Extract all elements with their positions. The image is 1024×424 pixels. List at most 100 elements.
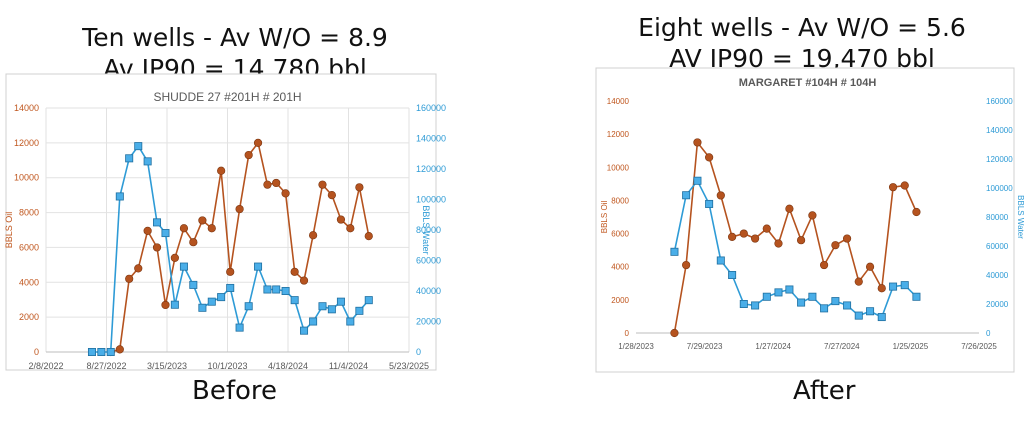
oil-point [134,264,143,273]
oil-point [207,224,216,233]
water-point [263,285,272,294]
water-point [670,247,679,256]
water-point [336,297,345,306]
oil-point [217,166,226,175]
oil-point [682,260,691,270]
water-point [244,302,253,311]
y-tick-label: 4000 [19,277,39,287]
water-point [235,323,244,332]
y-tick-label: 2000 [19,312,39,322]
x-tick-label: 2/8/2022 [28,361,63,371]
oil-point [796,236,806,245]
water-point [693,176,702,185]
oil-point [865,262,875,271]
water-point [153,218,162,227]
oil-point [751,234,760,243]
left-heading: Ten wells - Av W/O = 8.9 Av IP90 = 14,78… [75,22,395,84]
y-tick-label: 0 [625,329,630,338]
oil-point [728,232,737,241]
water-series-line [673,179,917,319]
water-point [161,229,170,238]
water-point [179,262,188,271]
oil-point [281,189,290,198]
water-point [831,297,840,306]
oil-point [785,204,794,213]
water-point [751,301,760,310]
water-point [889,282,898,291]
water-point [300,326,309,335]
water-point [808,292,817,301]
oil-point [364,232,373,241]
y2-tick-label: 100000 [416,195,446,205]
y-tick-label: 2000 [611,296,629,305]
water-point [355,306,364,315]
water-point [106,347,115,356]
water-point [97,347,106,356]
water-point [143,157,152,166]
oil-point [854,277,863,286]
oil-series-line [673,140,918,334]
right-heading-line1: Eight wells - Av W/O = 5.6 [638,13,966,42]
y-tick-label: 0 [34,347,39,357]
water-point [716,256,725,265]
water-point [820,304,829,313]
oil-point [346,224,355,233]
right-caption: After [793,376,856,406]
water-point [854,311,863,320]
oil-point [705,153,714,162]
y-tick-label: 6000 [19,242,39,252]
y2-tick-label: 20000 [986,300,1009,309]
oil-point [125,274,134,283]
oil-point [888,183,898,192]
y2-tick-label: 140000 [986,126,1013,135]
water-point [272,285,281,294]
water-point [762,292,771,301]
oil-point [327,191,336,200]
water-point [254,262,263,271]
water-point [290,296,299,305]
oil-point [831,241,840,250]
x-tick-label: 4/18/2024 [268,361,308,371]
water-point [87,347,96,356]
y2-tick-label: 80000 [986,213,1009,222]
oil-point [842,234,852,243]
water-point [912,292,921,301]
water-point [207,297,216,306]
oil-point [226,267,235,276]
x-tick-label: 8/27/2022 [86,361,126,371]
water-point [866,307,875,316]
water-point [785,285,794,294]
oil-point [170,253,179,262]
oil-point [318,180,327,189]
water-point [728,270,737,279]
oil-point [774,239,783,248]
y2-tick-label: 160000 [416,103,446,113]
oil-point [900,181,909,190]
oil-point [716,191,725,200]
x-tick-label: 5/23/2025 [389,361,429,371]
water-point [843,301,852,310]
y2-tick-label: 0 [986,329,991,338]
x-tick-label: 7/27/2024 [824,342,860,351]
y-tick-label: 6000 [611,230,629,239]
y-tick-label: 12000 [607,130,630,139]
water-point [774,288,783,297]
oil-point [179,224,189,233]
oil-point [355,183,364,192]
y2-tick-label: 60000 [416,256,441,266]
water-point [125,154,134,163]
water-point [327,305,336,314]
y2-axis-label: BBLS Water [421,205,431,254]
x-tick-label: 11/4/2024 [329,361,368,371]
y2-tick-label: 120000 [986,155,1013,164]
water-point [318,302,327,311]
oil-point [877,284,886,293]
chart-frame [595,67,1015,373]
oil-point [189,238,198,247]
water-point [682,191,691,200]
water-point [281,286,290,295]
oil-point [670,328,679,338]
y-axis-label: BBLS Oil [600,201,609,234]
oil-point [115,345,124,354]
oil-point [253,138,263,147]
